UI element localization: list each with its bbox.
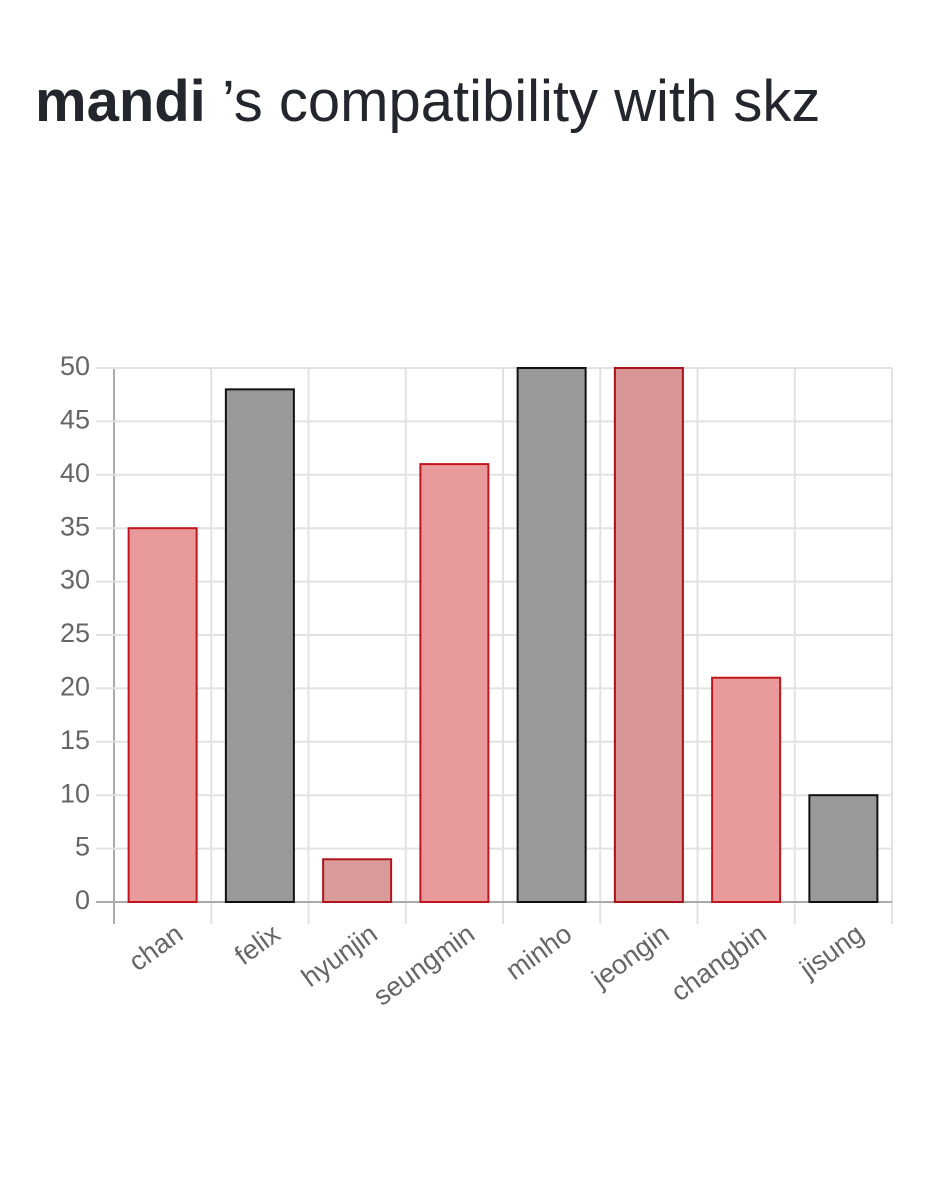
y-tick-label: 0 <box>75 885 90 915</box>
y-tick-label: 45 <box>60 405 90 435</box>
bar <box>808 794 879 904</box>
user-name: mandi <box>35 69 206 134</box>
x-tick-label: felix <box>229 918 286 971</box>
y-tick-label: 40 <box>60 458 90 488</box>
chart-title: mandi ’s compatibility with skz <box>35 56 855 148</box>
y-tick-label: 15 <box>60 725 90 755</box>
y-tick-label: 50 <box>60 351 90 381</box>
x-tick-label: minho <box>500 918 577 986</box>
bar <box>127 527 198 903</box>
bar <box>613 367 684 903</box>
x-tick-label: hyunjin <box>296 918 383 993</box>
y-tick-label: 5 <box>75 832 90 862</box>
y-tick-label: 35 <box>60 511 90 541</box>
y-tick-label: 25 <box>60 618 90 648</box>
bar <box>419 463 490 903</box>
title-text: ’s compatibility with skz <box>221 69 821 134</box>
x-tick-label: changbin <box>666 918 772 1007</box>
y-tick-label: 10 <box>60 778 90 808</box>
y-tick-label: 30 <box>60 565 90 595</box>
y-tick-label: 20 <box>60 672 90 702</box>
x-tick-label: jeongin <box>586 918 675 994</box>
x-tick-label: jisung <box>794 918 870 984</box>
bar <box>224 388 295 903</box>
x-tick-label: chan <box>123 918 188 977</box>
bar <box>322 858 393 904</box>
bar <box>711 676 782 903</box>
x-tick-label: seungmin <box>368 918 480 1011</box>
bar <box>516 367 587 903</box>
